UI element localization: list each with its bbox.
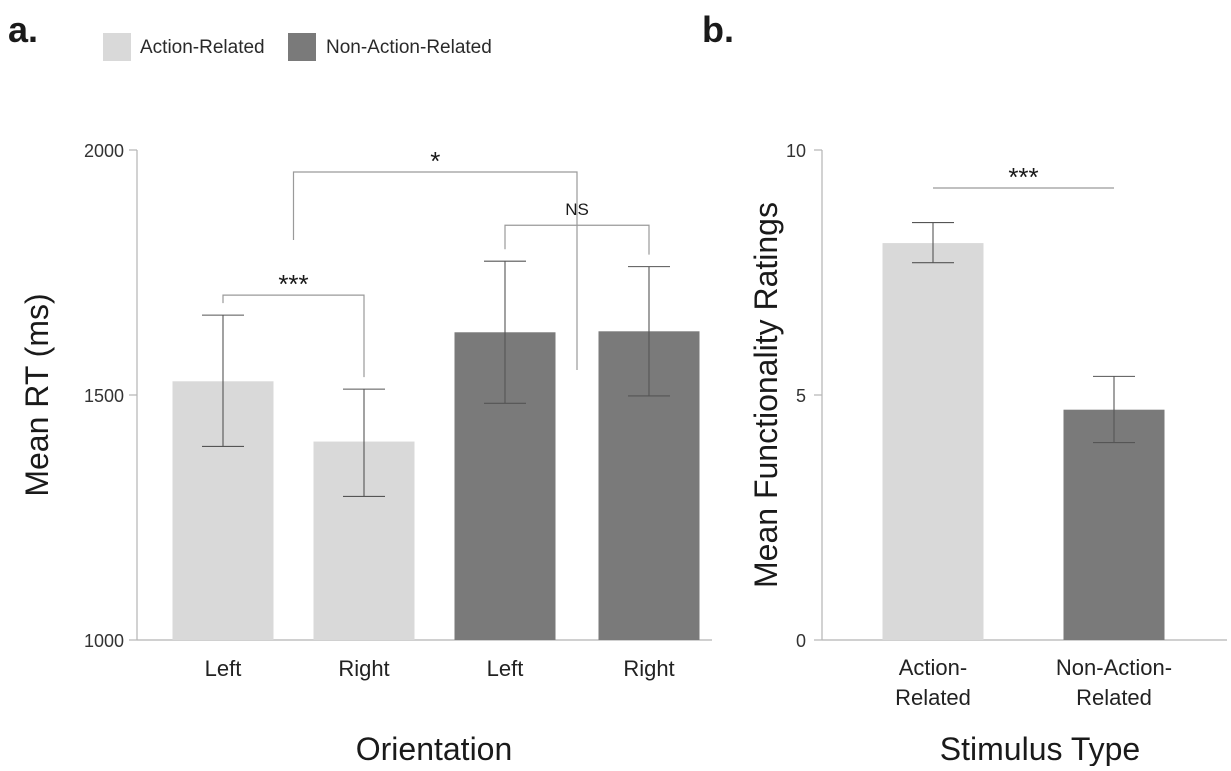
x-axis-label: Stimulus Type — [940, 731, 1140, 766]
significance-bracket — [222, 294, 365, 378]
legend-label-action-related: Action-Related — [140, 37, 265, 58]
y-axis-label: Mean RT (ms) — [19, 293, 55, 496]
significance-bracket — [292, 171, 578, 370]
y-tick-label: 5 — [796, 386, 806, 406]
chart-panel-b: 0 5 10 Action- Related Non-Action- Related *** S… — [748, 141, 1227, 767]
x-tick-label: Related — [895, 685, 971, 710]
legend-swatch-non-action-related — [288, 33, 316, 61]
y-tick-label: 1000 — [84, 631, 124, 651]
significance-label: *** — [1008, 162, 1038, 192]
x-tick-label: Related — [1076, 685, 1152, 710]
panel-a-label: a. — [8, 9, 38, 50]
y-tick-label: 2000 — [84, 141, 124, 161]
x-tick-label: Right — [623, 656, 674, 681]
significance-label: * — [430, 146, 440, 176]
legend-label-non-action-related: Non-Action-Related — [326, 37, 492, 58]
x-tick-label: Left — [487, 656, 524, 681]
x-tick-label: Non-Action- — [1056, 655, 1172, 680]
y-axis-label: Mean Functionality Ratings — [748, 202, 784, 588]
y-tick-label: 10 — [786, 141, 806, 161]
legend-swatch-action-related — [103, 33, 131, 61]
y-tick-label: 0 — [796, 631, 806, 651]
panel-b-label: b. — [702, 9, 734, 50]
x-axis-label: Orientation — [356, 731, 513, 766]
bar — [1063, 409, 1165, 640]
y-tick-label: 1500 — [84, 386, 124, 406]
x-tick-label: Right — [338, 656, 389, 681]
significance-label: *** — [278, 269, 308, 299]
legend: Action-Related Non-Action-Related — [103, 33, 492, 61]
x-tick-label: Action- — [899, 655, 967, 680]
x-tick-label: Left — [205, 656, 242, 681]
bar — [882, 243, 984, 640]
